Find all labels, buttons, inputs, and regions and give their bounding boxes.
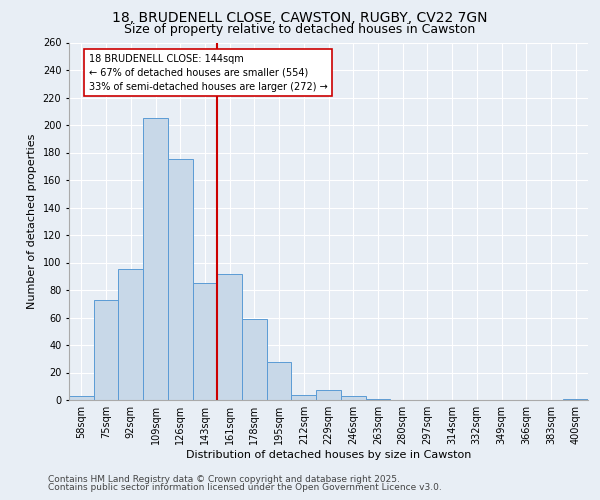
Bar xyxy=(193,283,217,400)
Bar xyxy=(143,118,168,400)
Bar xyxy=(563,398,588,400)
Bar xyxy=(267,362,292,400)
Text: Contains public sector information licensed under the Open Government Licence v3: Contains public sector information licen… xyxy=(48,483,442,492)
Bar xyxy=(69,396,94,400)
Text: 18 BRUDENELL CLOSE: 144sqm
← 67% of detached houses are smaller (554)
33% of sem: 18 BRUDENELL CLOSE: 144sqm ← 67% of deta… xyxy=(89,54,328,92)
Text: Contains HM Land Registry data © Crown copyright and database right 2025.: Contains HM Land Registry data © Crown c… xyxy=(48,475,400,484)
Bar xyxy=(316,390,341,400)
Y-axis label: Number of detached properties: Number of detached properties xyxy=(27,134,37,309)
Bar xyxy=(168,160,193,400)
Bar xyxy=(341,396,365,400)
Bar xyxy=(242,319,267,400)
X-axis label: Distribution of detached houses by size in Cawston: Distribution of detached houses by size … xyxy=(186,450,471,460)
Text: 18, BRUDENELL CLOSE, CAWSTON, RUGBY, CV22 7GN: 18, BRUDENELL CLOSE, CAWSTON, RUGBY, CV2… xyxy=(112,11,488,25)
Bar xyxy=(118,270,143,400)
Bar xyxy=(292,394,316,400)
Bar xyxy=(94,300,118,400)
Bar xyxy=(365,398,390,400)
Bar xyxy=(217,274,242,400)
Text: Size of property relative to detached houses in Cawston: Size of property relative to detached ho… xyxy=(124,22,476,36)
